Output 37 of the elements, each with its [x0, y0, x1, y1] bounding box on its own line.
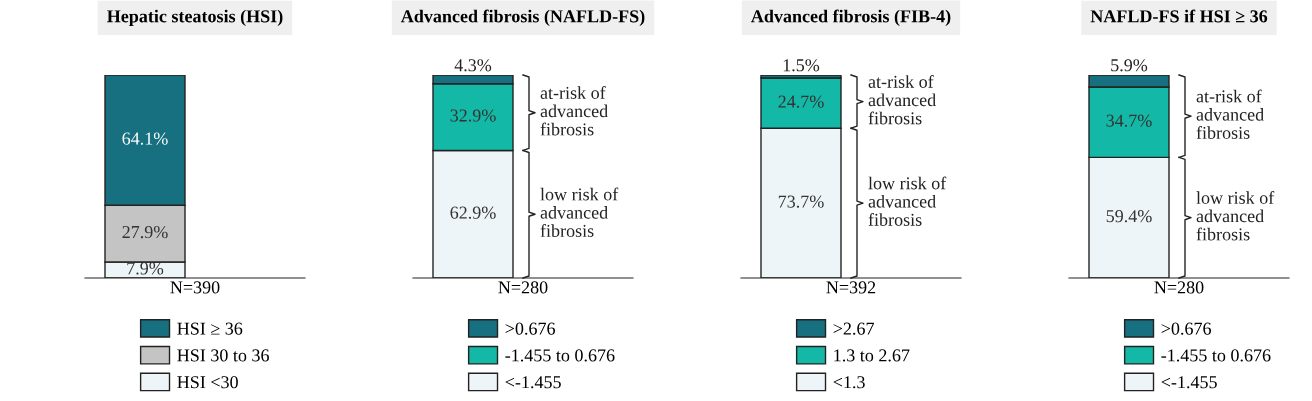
annotation: low risk of advanced fibrosis [540, 187, 619, 237]
chart-title: NAFLD-FS if HSI ≥ 36 [1090, 9, 1268, 23]
annotation: low risk of advanced fibrosis [868, 176, 947, 226]
legend-label: <-1.455 [1161, 376, 1217, 389]
data-label: 5.9% [1111, 59, 1148, 72]
legend-label: >0.676 [505, 322, 555, 335]
annotation: low risk of advanced fibrosis [1196, 191, 1275, 241]
legend-label: -1.455 to 0.676 [1161, 349, 1271, 362]
data-label: 24.7% [778, 95, 824, 108]
x-axis-title: N=280 [498, 281, 548, 294]
data-label: 27.9% [122, 225, 168, 239]
legend-label: <1.3 [833, 376, 865, 389]
legend-label: HSI 30 to 36 [177, 349, 269, 362]
chart-title: Advanced fibrosis (FIB-4) [751, 9, 951, 27]
annotation: at-risk of advanced fibrosis [1196, 89, 1264, 139]
x-axis-title: N=390 [170, 281, 220, 294]
legend-label: HSI ≥ 36 [177, 322, 243, 335]
legend-label: >0.676 [1161, 322, 1211, 335]
data-label: 1.5% [783, 59, 820, 72]
legend-label: -1.455 to 0.676 [505, 349, 615, 362]
x-axis-title: N=392 [826, 281, 876, 294]
legend-label: <-1.455 [505, 376, 561, 389]
data-label: 64.1% [122, 132, 168, 145]
data-label: 62.9% [450, 206, 496, 219]
data-label: 59.4% [1106, 210, 1152, 223]
data-label: 4.3% [454, 59, 492, 72]
data-label: 32.9% [450, 109, 496, 122]
legend-label: 1.3 to 2.67 [834, 349, 910, 362]
data-label: 34.7% [1106, 114, 1152, 127]
legend-label: >2.67 [833, 322, 874, 335]
annotation: at-risk of advanced fibrosis [540, 86, 608, 136]
data-label: 73.7% [778, 195, 824, 208]
annotation: at-risk of advanced fibrosis [868, 75, 936, 125]
legend-label: HSI <30 [177, 376, 238, 389]
chart-title: Advanced fibrosis (NAFLD-FS) [400, 9, 645, 27]
x-axis-title: N=280 [1154, 281, 1204, 294]
chart-title: Hepatic steatosis (HSI) [107, 9, 283, 27]
